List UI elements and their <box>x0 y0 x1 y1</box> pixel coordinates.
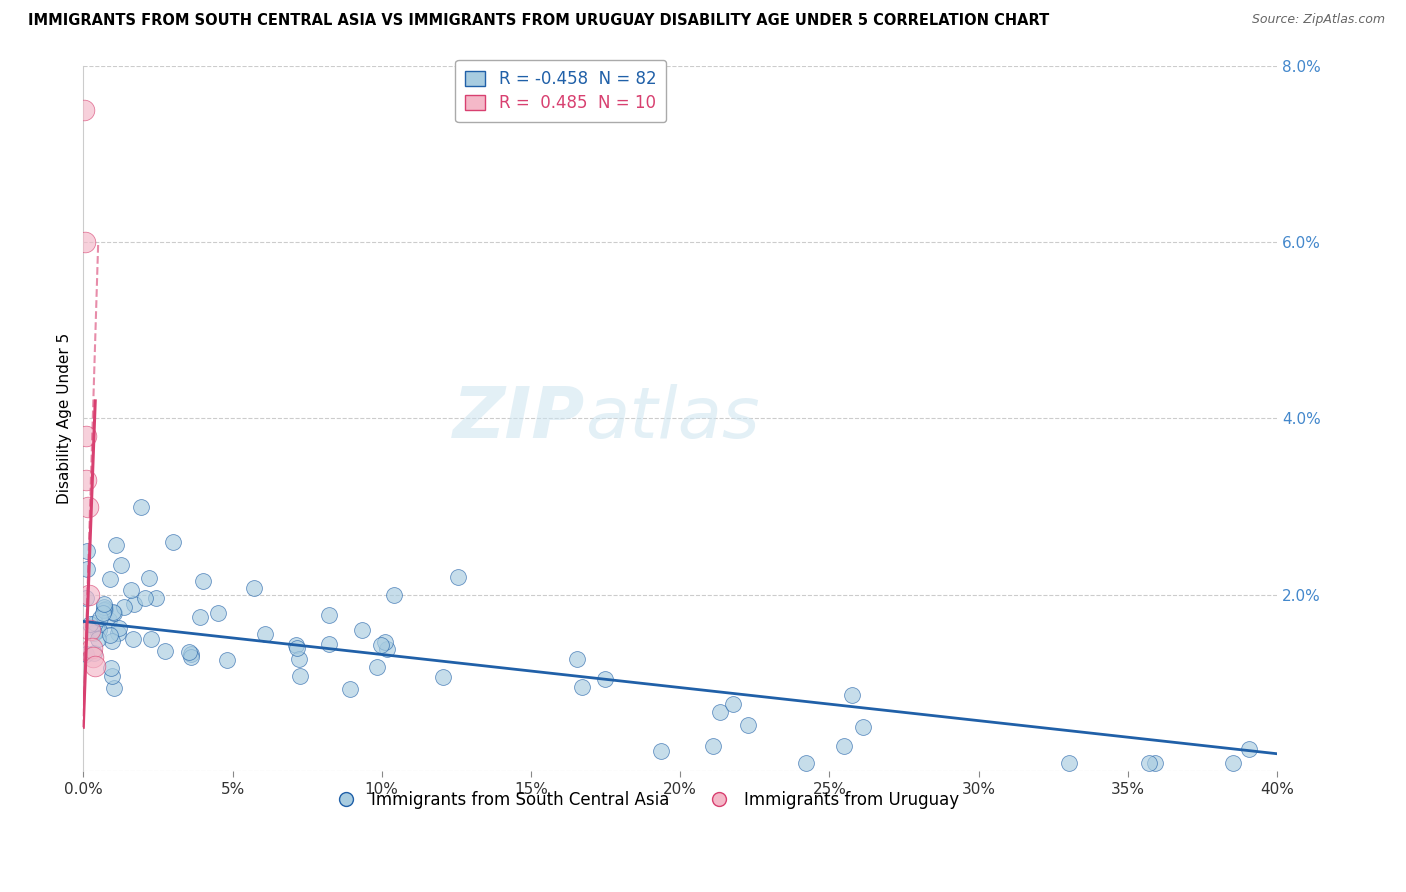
Point <box>702 739 724 754</box>
Point <box>86 623 108 637</box>
Point <box>110 558 132 572</box>
Point <box>83 626 105 640</box>
Text: Source: ZipAtlas.com: Source: ZipAtlas.com <box>1251 13 1385 27</box>
Point <box>93 599 115 614</box>
Point <box>794 756 817 770</box>
Point <box>318 607 340 622</box>
Point <box>339 682 361 697</box>
Point <box>105 538 128 552</box>
Point <box>93 597 115 611</box>
Point <box>382 588 405 602</box>
Point <box>180 648 202 662</box>
Point <box>288 668 311 682</box>
Point <box>1237 742 1260 756</box>
Point <box>709 705 731 719</box>
Legend: Immigrants from South Central Asia, Immigrants from Uruguay: Immigrants from South Central Asia, Immi… <box>322 785 966 816</box>
Point <box>122 597 145 611</box>
Point <box>87 632 110 647</box>
Point <box>243 581 266 595</box>
Point <box>103 605 125 619</box>
Point <box>285 641 308 656</box>
Point <box>253 627 276 641</box>
Point <box>721 698 744 712</box>
Point <box>83 646 105 660</box>
Point <box>153 643 176 657</box>
Point <box>841 688 863 702</box>
Point <box>650 744 672 758</box>
Point <box>180 650 202 665</box>
Point <box>1137 756 1160 770</box>
Point <box>432 670 454 684</box>
Point <box>77 588 100 602</box>
Point <box>177 645 200 659</box>
Point <box>98 572 121 586</box>
Point <box>75 648 97 662</box>
Point <box>138 571 160 585</box>
Point <box>215 653 238 667</box>
Point <box>79 617 101 632</box>
Point <box>84 658 107 673</box>
Point <box>593 673 616 687</box>
Point <box>121 632 143 646</box>
Text: ZIP: ZIP <box>453 384 585 453</box>
Point <box>447 570 470 584</box>
Point <box>112 599 135 614</box>
Point <box>100 661 122 675</box>
Point <box>565 652 588 666</box>
Point <box>75 473 97 487</box>
Point <box>139 632 162 646</box>
Point <box>76 500 98 514</box>
Point <box>366 660 388 674</box>
Point <box>318 637 340 651</box>
Point <box>84 616 107 631</box>
Point <box>285 638 308 652</box>
Point <box>82 649 104 664</box>
Point <box>852 720 875 734</box>
Point <box>207 606 229 620</box>
Point <box>94 602 117 616</box>
Point <box>571 680 593 694</box>
Point <box>87 623 110 637</box>
Point <box>103 681 125 695</box>
Point <box>79 624 101 638</box>
Point <box>108 621 131 635</box>
Point <box>120 582 142 597</box>
Point <box>80 640 103 655</box>
Text: atlas: atlas <box>585 384 759 453</box>
Point <box>162 535 184 549</box>
Point <box>89 611 111 625</box>
Point <box>103 606 125 620</box>
Point <box>1143 756 1166 770</box>
Point <box>75 591 97 606</box>
Point <box>188 610 211 624</box>
Y-axis label: Disability Age Under 5: Disability Age Under 5 <box>58 333 72 504</box>
Point <box>373 635 395 649</box>
Point <box>1222 756 1244 770</box>
Point <box>377 642 399 657</box>
Point <box>145 591 167 605</box>
Text: IMMIGRANTS FROM SOUTH CENTRAL ASIA VS IMMIGRANTS FROM URUGUAY DISABILITY AGE UND: IMMIGRANTS FROM SOUTH CENTRAL ASIA VS IM… <box>28 13 1049 29</box>
Point <box>129 500 152 514</box>
Point <box>288 652 311 666</box>
Point <box>75 235 97 249</box>
Point <box>1057 756 1080 770</box>
Point <box>98 614 121 628</box>
Point <box>191 574 214 588</box>
Point <box>832 739 855 754</box>
Point <box>352 624 374 638</box>
Point <box>100 634 122 648</box>
Point <box>107 625 129 640</box>
Point <box>76 562 98 576</box>
Point <box>76 544 98 558</box>
Point <box>91 606 114 620</box>
Point <box>98 627 121 641</box>
Point <box>75 429 97 443</box>
Point <box>134 591 156 605</box>
Point <box>73 103 96 117</box>
Point <box>93 603 115 617</box>
Point <box>101 668 124 682</box>
Point <box>737 718 759 732</box>
Point <box>370 638 392 652</box>
